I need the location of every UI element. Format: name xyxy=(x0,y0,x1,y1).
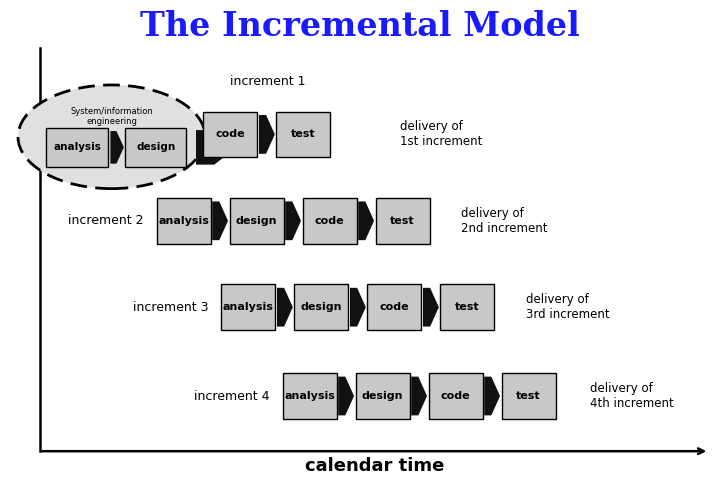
Polygon shape xyxy=(259,115,275,154)
Text: design: design xyxy=(301,302,342,312)
FancyBboxPatch shape xyxy=(502,373,556,419)
Polygon shape xyxy=(350,288,366,326)
Text: code: code xyxy=(379,302,409,312)
Text: increment 4: increment 4 xyxy=(194,389,270,403)
FancyBboxPatch shape xyxy=(428,373,482,419)
Polygon shape xyxy=(285,202,301,240)
Polygon shape xyxy=(110,131,124,164)
Text: delivery of
2nd increment: delivery of 2nd increment xyxy=(461,207,547,235)
Text: increment 3: increment 3 xyxy=(133,300,209,314)
Text: The Incremental Model: The Incremental Model xyxy=(140,10,580,43)
Polygon shape xyxy=(484,377,500,415)
Text: System/information
engineering: System/information engineering xyxy=(71,107,153,126)
Text: test: test xyxy=(291,130,316,139)
FancyBboxPatch shape xyxy=(283,373,337,419)
FancyBboxPatch shape xyxy=(125,128,186,167)
Polygon shape xyxy=(411,377,427,415)
Text: design: design xyxy=(136,143,175,152)
Polygon shape xyxy=(277,288,293,326)
Text: analysis: analysis xyxy=(158,216,209,226)
Text: increment 1: increment 1 xyxy=(230,75,306,88)
FancyBboxPatch shape xyxy=(222,284,275,330)
Polygon shape xyxy=(196,130,237,165)
Text: design: design xyxy=(362,391,403,401)
FancyBboxPatch shape xyxy=(356,373,410,419)
FancyBboxPatch shape xyxy=(441,284,495,330)
Text: code: code xyxy=(215,130,246,139)
Text: calendar time: calendar time xyxy=(305,457,444,475)
Text: delivery of
3rd increment: delivery of 3rd increment xyxy=(526,293,609,321)
Text: delivery of
1st increment: delivery of 1st increment xyxy=(400,120,482,148)
Text: analysis: analysis xyxy=(53,143,101,152)
FancyBboxPatch shape xyxy=(367,284,421,330)
Text: test: test xyxy=(390,216,415,226)
FancyBboxPatch shape xyxy=(46,128,108,167)
Ellipse shape xyxy=(18,85,205,189)
Text: code: code xyxy=(441,391,470,401)
FancyBboxPatch shape xyxy=(230,198,284,243)
Polygon shape xyxy=(212,202,228,240)
FancyBboxPatch shape xyxy=(204,112,258,157)
Polygon shape xyxy=(423,288,438,326)
Text: code: code xyxy=(315,216,344,226)
Text: analysis: analysis xyxy=(284,391,335,401)
Text: test: test xyxy=(516,391,541,401)
FancyBboxPatch shape xyxy=(302,198,356,243)
FancyBboxPatch shape xyxy=(276,112,330,157)
Polygon shape xyxy=(358,202,374,240)
Text: analysis: analysis xyxy=(223,302,274,312)
Text: test: test xyxy=(455,302,480,312)
FancyBboxPatch shape xyxy=(294,284,348,330)
Text: increment 2: increment 2 xyxy=(68,214,144,228)
Text: delivery of
4th increment: delivery of 4th increment xyxy=(590,382,674,410)
Text: design: design xyxy=(236,216,277,226)
Polygon shape xyxy=(338,377,354,415)
FancyBboxPatch shape xyxy=(376,198,430,243)
FancyBboxPatch shape xyxy=(157,198,210,243)
